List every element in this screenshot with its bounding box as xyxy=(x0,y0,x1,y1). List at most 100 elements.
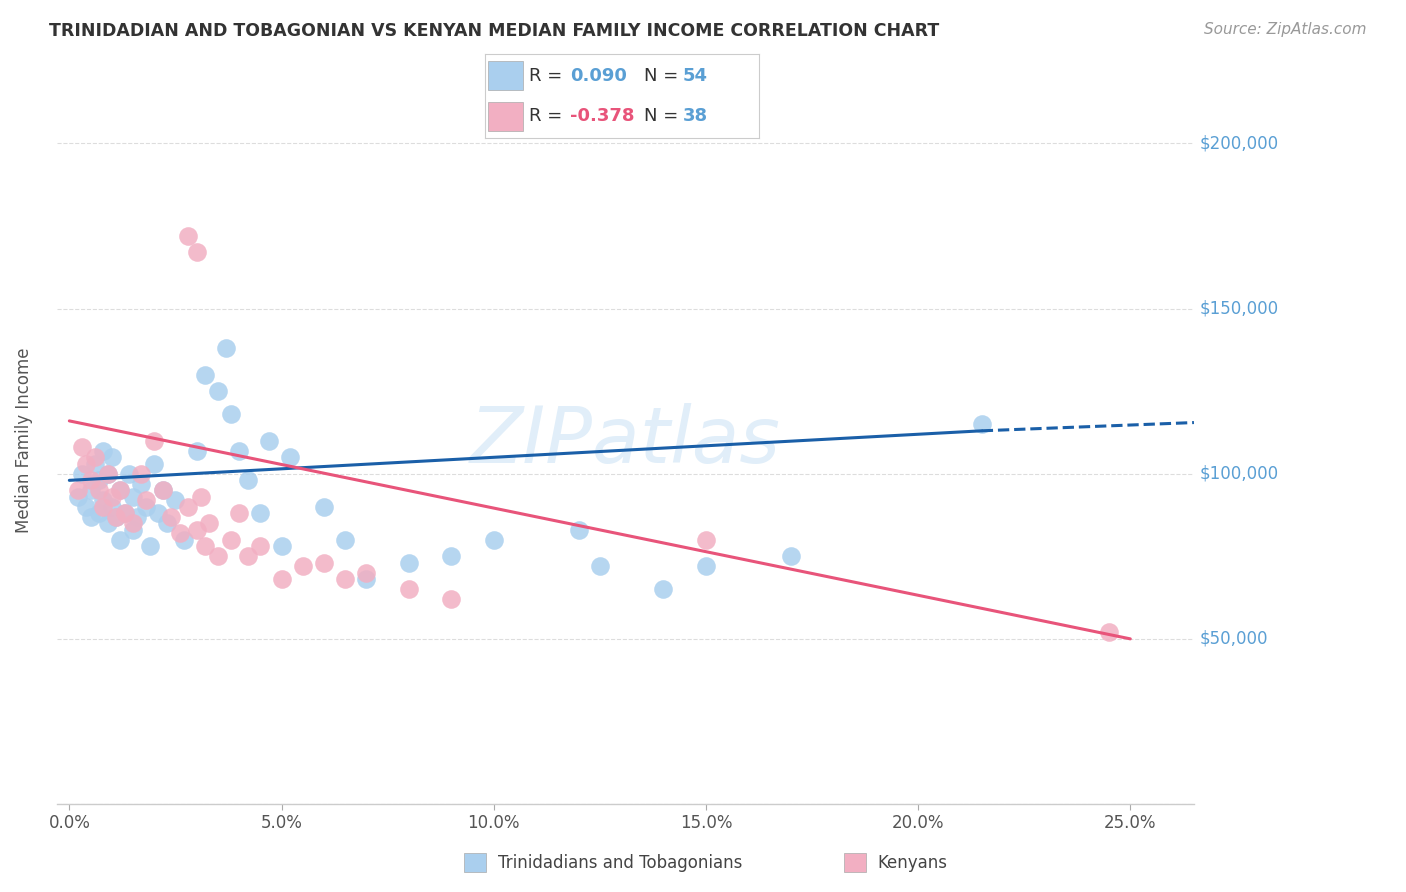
Point xyxy=(105,509,128,524)
Y-axis label: Median Family Income: Median Family Income xyxy=(15,348,32,533)
Text: N =: N = xyxy=(644,107,685,125)
Point xyxy=(186,523,208,537)
Point xyxy=(186,443,208,458)
Point xyxy=(118,467,141,481)
Point xyxy=(143,457,166,471)
FancyBboxPatch shape xyxy=(488,62,523,90)
Text: R =: R = xyxy=(529,107,568,125)
Point xyxy=(970,417,993,432)
Point xyxy=(1098,625,1121,640)
Point xyxy=(169,526,191,541)
Point xyxy=(105,509,128,524)
Point xyxy=(91,500,114,514)
Text: $100,000: $100,000 xyxy=(1199,465,1279,483)
Point xyxy=(228,507,250,521)
Point xyxy=(186,245,208,260)
Point xyxy=(219,533,242,547)
Text: Source: ZipAtlas.com: Source: ZipAtlas.com xyxy=(1204,22,1367,37)
Point xyxy=(91,493,114,508)
Point xyxy=(177,229,200,244)
Point xyxy=(127,509,149,524)
Text: TRINIDADIAN AND TOBAGONIAN VS KENYAN MEDIAN FAMILY INCOME CORRELATION CHART: TRINIDADIAN AND TOBAGONIAN VS KENYAN MED… xyxy=(49,22,939,40)
Point xyxy=(70,440,93,454)
Point xyxy=(135,500,157,514)
Text: Trinidadians and Tobagonians: Trinidadians and Tobagonians xyxy=(498,854,742,871)
Text: Kenyans: Kenyans xyxy=(877,854,948,871)
Point xyxy=(75,457,97,471)
Point xyxy=(135,493,157,508)
Point xyxy=(356,566,378,580)
Text: 54: 54 xyxy=(682,67,707,85)
Point xyxy=(96,467,118,481)
Point xyxy=(66,483,89,498)
Text: ZIPatlas: ZIPatlas xyxy=(470,402,780,479)
Point xyxy=(190,490,212,504)
Point xyxy=(96,516,118,531)
Point xyxy=(143,434,166,448)
Point xyxy=(482,533,505,547)
Text: -0.378: -0.378 xyxy=(569,107,634,125)
Point xyxy=(87,473,110,487)
Text: $200,000: $200,000 xyxy=(1199,135,1279,153)
Point xyxy=(194,540,217,554)
Point xyxy=(122,523,145,537)
Point xyxy=(122,516,145,531)
Point xyxy=(70,467,93,481)
Point xyxy=(198,516,221,531)
Point xyxy=(440,592,463,607)
Point xyxy=(215,341,238,355)
Point xyxy=(779,549,801,564)
Point xyxy=(194,368,217,382)
Point xyxy=(236,549,259,564)
Point xyxy=(87,507,110,521)
Point xyxy=(165,493,187,508)
Point xyxy=(66,490,89,504)
Point xyxy=(101,490,124,504)
Point xyxy=(270,540,292,554)
Point xyxy=(110,483,132,498)
Point xyxy=(589,559,612,574)
Text: 0.090: 0.090 xyxy=(569,67,627,85)
Point xyxy=(335,533,357,547)
Text: N =: N = xyxy=(644,67,685,85)
Point xyxy=(110,483,132,498)
Text: $150,000: $150,000 xyxy=(1199,300,1279,318)
Point xyxy=(122,490,145,504)
Point xyxy=(101,500,124,514)
Point xyxy=(79,483,101,498)
Point xyxy=(131,476,153,491)
Point xyxy=(152,483,174,498)
Point xyxy=(398,582,420,597)
Point xyxy=(160,509,183,524)
Point xyxy=(177,500,200,514)
Point xyxy=(278,450,301,465)
Point xyxy=(207,549,229,564)
Point xyxy=(291,559,314,574)
Point xyxy=(236,473,259,487)
Point xyxy=(249,540,271,554)
Point xyxy=(219,407,242,421)
Point xyxy=(148,507,170,521)
Point xyxy=(83,450,105,465)
Point xyxy=(110,533,132,547)
FancyBboxPatch shape xyxy=(488,102,523,130)
Point xyxy=(312,500,335,514)
Point xyxy=(87,483,110,498)
Point xyxy=(101,450,124,465)
Point xyxy=(695,559,717,574)
Point xyxy=(173,533,195,547)
Point xyxy=(652,582,675,597)
Point xyxy=(207,384,229,399)
Point xyxy=(75,500,97,514)
Point xyxy=(139,540,162,554)
Point xyxy=(335,573,357,587)
Text: 38: 38 xyxy=(682,107,707,125)
Point xyxy=(156,516,179,531)
Point xyxy=(91,443,114,458)
Point xyxy=(131,467,153,481)
Point xyxy=(83,457,105,471)
Point xyxy=(398,556,420,570)
Text: R =: R = xyxy=(529,67,568,85)
Point xyxy=(312,556,335,570)
Text: $50,000: $50,000 xyxy=(1199,630,1268,648)
